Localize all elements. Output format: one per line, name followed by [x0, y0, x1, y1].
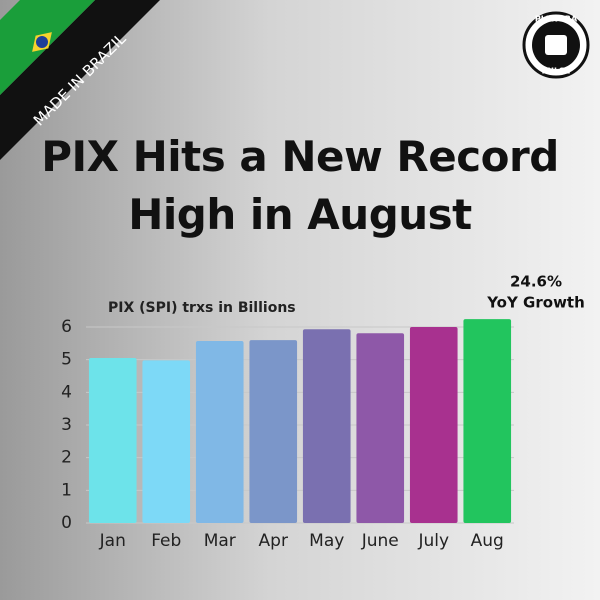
- bar: [409, 327, 458, 523]
- bar: [142, 360, 191, 523]
- y-tick-label: 1: [61, 480, 72, 500]
- flag: [32, 32, 52, 52]
- x-tick-label: Feb: [151, 531, 181, 551]
- bar: [249, 340, 298, 523]
- x-tick-label: July: [417, 531, 449, 551]
- y-tick-label: 3: [61, 415, 72, 435]
- y-tick-label: 6: [61, 317, 72, 337]
- bar: [463, 319, 512, 523]
- y-tick-label: 5: [61, 350, 72, 370]
- y-axis-label: PIX (SPI) trxs in Billions: [108, 300, 296, 316]
- x-tick-label: June: [361, 531, 399, 551]
- x-tick-label: Jan: [99, 531, 126, 551]
- bar: [302, 329, 351, 523]
- bar: [356, 333, 405, 523]
- annotation: YoY Growth: [486, 294, 585, 312]
- bar: [88, 358, 137, 523]
- bar: [195, 341, 244, 523]
- chart-title: PIX Hits a New Record High in August: [41, 132, 559, 239]
- y-tick-label: 2: [61, 448, 72, 468]
- logo-bottom: PULSE: [542, 67, 571, 76]
- x-tick-label: May: [309, 531, 344, 551]
- annotation: 24.6%: [510, 273, 562, 291]
- y-tick-label: 4: [61, 382, 72, 402]
- banner-band: [0, 0, 160, 160]
- x-tick-label: Aug: [471, 531, 504, 551]
- x-tick-label: Mar: [204, 531, 236, 551]
- logo-top: PLENORA: [535, 15, 578, 24]
- y-tick-label: 0: [61, 513, 72, 533]
- x-tick-label: Apr: [259, 531, 288, 551]
- logo: PLENORA PULSE: [522, 11, 590, 79]
